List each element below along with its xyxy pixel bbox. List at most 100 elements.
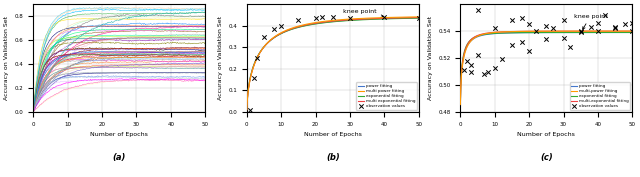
- observation values: [293, 19, 303, 22]
- exponential fitting: [346, 19, 353, 22]
- multi power fitting: [415, 16, 422, 18]
- Point: [490, 27, 500, 30]
- Legend: power fitting, multi-power fitting, exponential fitting, multi-exponential fitti: power fitting, multi-power fitting, expo…: [570, 82, 630, 110]
- multi power fitting: [243, 109, 251, 111]
- Point: [465, 63, 476, 66]
- Text: (a): (a): [113, 153, 126, 162]
- Point: [507, 19, 517, 22]
- multi-exponential fitting: [559, 30, 566, 32]
- power fitting: [326, 21, 333, 23]
- power fitting: [243, 108, 251, 110]
- exponential fitting: [324, 21, 332, 23]
- multi exponential fitting: [324, 21, 332, 23]
- observation values: [575, 31, 586, 34]
- Point: [517, 16, 527, 19]
- observation values: [252, 57, 262, 59]
- exponential fitting: [598, 32, 605, 34]
- Line: exponential fitting: exponential fitting: [460, 33, 632, 103]
- observation values: [531, 30, 541, 33]
- exponential fitting: [550, 32, 557, 34]
- Y-axis label: Accuracy on Validation Set: Accuracy on Validation Set: [4, 16, 9, 100]
- observation values: [465, 70, 476, 73]
- observation values: [462, 59, 472, 62]
- exponential fitting: [625, 32, 632, 34]
- power fitting: [336, 20, 344, 22]
- exponential fitting: [384, 18, 392, 20]
- Point: [541, 24, 552, 27]
- observation values: [541, 38, 552, 41]
- Point: [524, 23, 534, 26]
- observation values: [248, 76, 259, 79]
- multi-power fitting: [456, 104, 464, 106]
- observation values: [610, 26, 620, 28]
- Line: multi power fitting: multi power fitting: [247, 17, 419, 110]
- multi-power fitting: [559, 30, 566, 32]
- observation values: [259, 35, 269, 38]
- exponential fitting: [540, 32, 547, 34]
- observation values: [627, 30, 637, 33]
- observation values: [600, 13, 610, 16]
- power fitting: [346, 19, 353, 21]
- power fitting: [559, 32, 566, 34]
- observation values: [565, 46, 575, 49]
- Y-axis label: Accuracy on Validation Set: Accuracy on Validation Set: [428, 16, 433, 100]
- exponential fitting: [326, 21, 333, 23]
- X-axis label: Number of Epochs: Number of Epochs: [517, 132, 575, 137]
- multi exponential fitting: [243, 109, 251, 111]
- multi-exponential fitting: [598, 30, 605, 32]
- power fitting: [540, 32, 547, 34]
- observation values: [507, 43, 517, 46]
- observation values: [472, 54, 483, 57]
- X-axis label: Number of Epochs: Number of Epochs: [304, 132, 362, 137]
- Text: (b): (b): [326, 153, 340, 162]
- multi power fitting: [336, 19, 344, 21]
- observation values: [548, 27, 558, 30]
- power fitting: [415, 17, 422, 19]
- observation values: [593, 30, 603, 33]
- observation values: [413, 17, 424, 20]
- power fitting: [598, 32, 605, 34]
- exponential fitting: [336, 20, 344, 22]
- exponential fitting: [415, 17, 422, 19]
- Point: [575, 30, 586, 33]
- Point: [472, 8, 483, 11]
- power fitting: [628, 32, 636, 34]
- multi-power fitting: [550, 30, 557, 32]
- power fitting: [625, 32, 632, 34]
- multi-exponential fitting: [550, 30, 557, 32]
- multi-exponential fitting: [540, 30, 547, 32]
- exponential fitting: [559, 32, 566, 34]
- Line: multi-power fitting: multi-power fitting: [460, 31, 632, 105]
- observation values: [479, 73, 490, 76]
- multi power fitting: [346, 18, 353, 20]
- multi-power fitting: [598, 30, 605, 32]
- multi-power fitting: [540, 30, 547, 32]
- multi-power fitting: [625, 30, 632, 32]
- observation values: [380, 16, 390, 19]
- Text: knee point: knee point: [343, 9, 383, 17]
- power fitting: [456, 102, 464, 105]
- multi power fitting: [411, 16, 419, 18]
- exponential fitting: [456, 102, 464, 104]
- Line: power fitting: power fitting: [460, 33, 632, 104]
- observation values: [317, 16, 328, 19]
- Point: [593, 22, 603, 24]
- multi-exponential fitting: [538, 30, 546, 32]
- Line: exponential fitting: exponential fitting: [247, 18, 419, 109]
- multi exponential fitting: [384, 17, 392, 19]
- observation values: [345, 17, 355, 20]
- power fitting: [411, 17, 419, 19]
- observation values: [310, 17, 321, 20]
- Line: multi exponential fitting: multi exponential fitting: [247, 18, 419, 110]
- multi power fitting: [326, 20, 333, 22]
- observation values: [497, 58, 507, 61]
- multi exponential fitting: [326, 20, 333, 22]
- power fitting: [538, 32, 546, 34]
- exponential fitting: [538, 32, 546, 34]
- multi-exponential fitting: [625, 30, 632, 32]
- observation values: [586, 26, 596, 28]
- Legend: power fitting, multi power fitting, exponential fitting, multi exponential fitti: power fitting, multi power fitting, expo…: [356, 82, 417, 110]
- power fitting: [324, 21, 332, 23]
- observation values: [245, 109, 255, 111]
- observation values: [559, 36, 569, 39]
